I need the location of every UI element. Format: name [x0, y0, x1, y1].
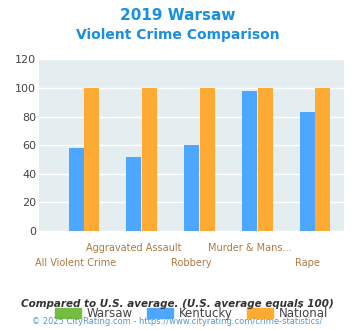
Text: Rape: Rape	[295, 258, 320, 269]
Text: Robbery: Robbery	[171, 258, 212, 269]
Bar	[242, 91, 257, 231]
Text: Aggravated Assault: Aggravated Assault	[86, 243, 182, 253]
Text: Violent Crime Comparison: Violent Crime Comparison	[76, 28, 279, 42]
Bar	[142, 88, 157, 231]
Text: All Violent Crime: All Violent Crime	[36, 258, 117, 269]
Legend: Warsaw, Kentucky, National: Warsaw, Kentucky, National	[50, 302, 333, 325]
Bar	[316, 88, 331, 231]
Text: Murder & Mans...: Murder & Mans...	[208, 243, 291, 253]
Text: © 2025 CityRating.com - https://www.cityrating.com/crime-statistics/: © 2025 CityRating.com - https://www.city…	[32, 317, 323, 326]
Bar	[84, 88, 99, 231]
Bar	[69, 148, 83, 231]
Bar	[258, 88, 273, 231]
Text: 2019 Warsaw: 2019 Warsaw	[120, 8, 235, 23]
Bar	[126, 157, 141, 231]
Bar	[184, 145, 199, 231]
Bar	[200, 88, 215, 231]
Bar	[300, 112, 315, 231]
Text: Compared to U.S. average. (U.S. average equals 100): Compared to U.S. average. (U.S. average …	[21, 299, 334, 309]
